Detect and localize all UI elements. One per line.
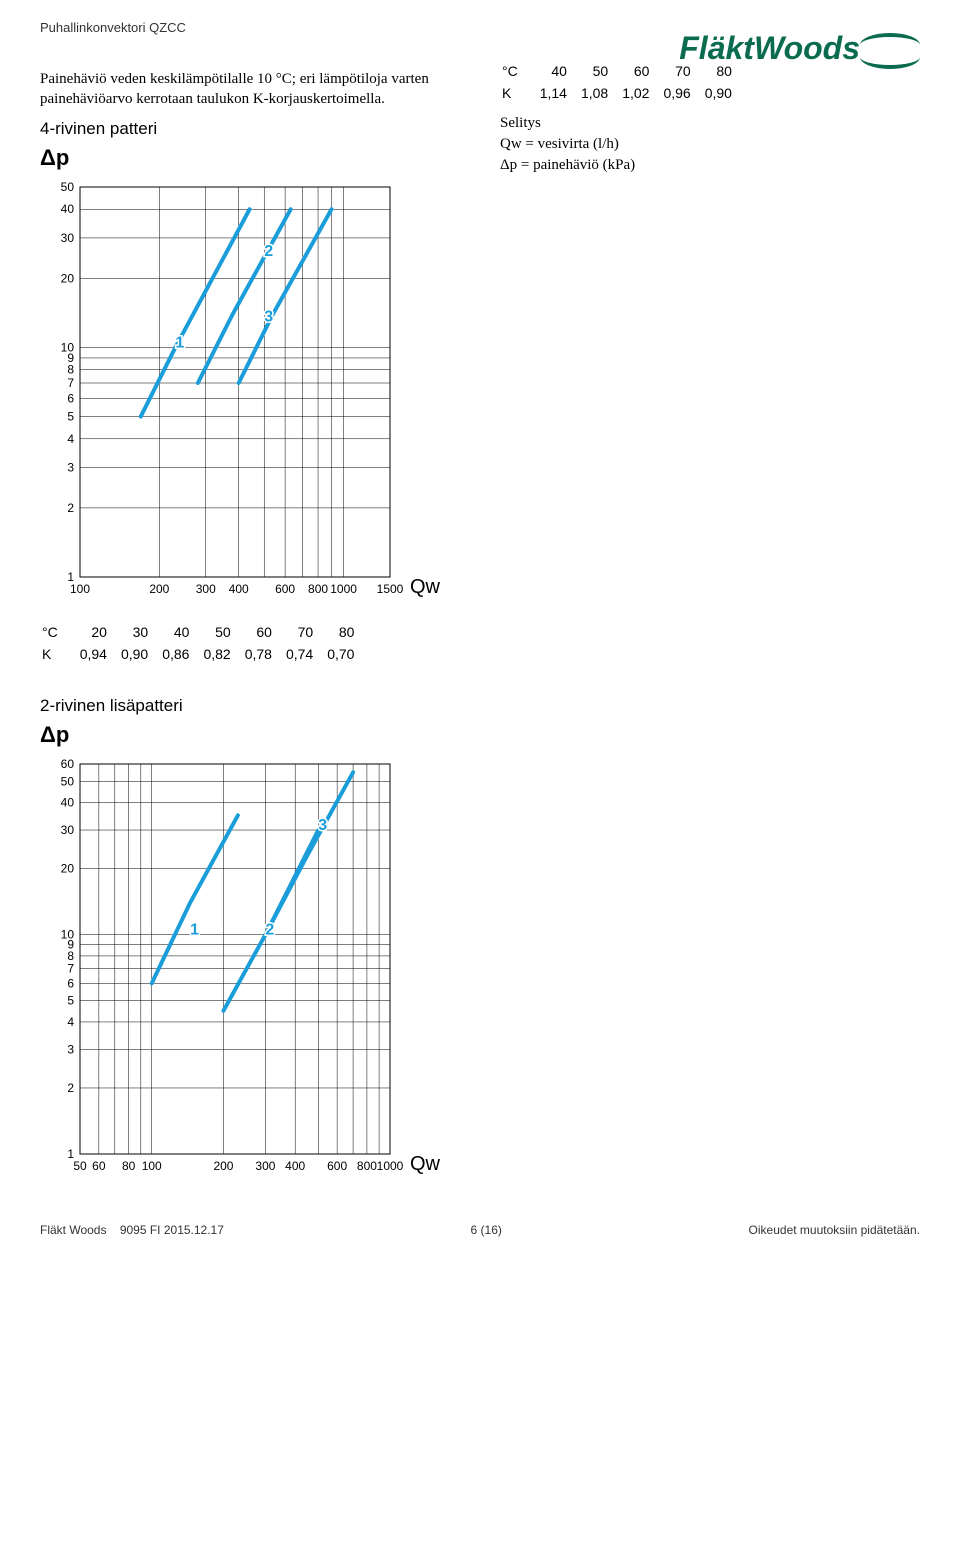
svg-text:600: 600 xyxy=(327,1159,347,1173)
svg-text:800: 800 xyxy=(308,582,328,596)
svg-text:2: 2 xyxy=(264,243,273,260)
selitys-dp: Δp = painehäviö (kPa) xyxy=(500,157,920,174)
svg-text:6: 6 xyxy=(67,976,74,990)
svg-text:30: 30 xyxy=(61,823,75,837)
svg-text:2: 2 xyxy=(67,501,74,515)
svg-text:1500: 1500 xyxy=(377,582,404,596)
svg-text:4: 4 xyxy=(67,1015,74,1029)
svg-text:1: 1 xyxy=(175,334,184,351)
logo-swoosh-icon xyxy=(860,31,920,71)
svg-text:1000: 1000 xyxy=(330,582,357,596)
svg-text:6: 6 xyxy=(67,391,74,405)
selitys-title: Selitys xyxy=(500,115,920,132)
svg-text:4: 4 xyxy=(67,432,74,446)
intro-text: Painehäviö veden keskilämpötilalle 10 °C… xyxy=(40,70,460,109)
svg-text:400: 400 xyxy=(229,582,249,596)
svg-text:1: 1 xyxy=(67,570,74,584)
svg-text:3: 3 xyxy=(67,1042,74,1056)
svg-text:3: 3 xyxy=(264,308,273,325)
svg-text:60: 60 xyxy=(92,1159,106,1173)
svg-text:50: 50 xyxy=(73,1159,87,1173)
chart-2row: 5060801002003004006008001000123456789102… xyxy=(40,754,460,1187)
svg-text:100: 100 xyxy=(142,1159,162,1173)
svg-text:2: 2 xyxy=(67,1081,74,1095)
svg-text:2: 2 xyxy=(265,922,274,939)
svg-text:Qw: Qw xyxy=(410,576,441,598)
svg-text:40: 40 xyxy=(61,202,75,216)
svg-text:50: 50 xyxy=(61,774,75,788)
svg-text:5: 5 xyxy=(67,410,74,424)
svg-text:200: 200 xyxy=(149,582,169,596)
svg-text:10: 10 xyxy=(61,928,75,942)
svg-text:80: 80 xyxy=(122,1159,136,1173)
svg-text:1000: 1000 xyxy=(377,1159,404,1173)
svg-text:20: 20 xyxy=(61,862,75,876)
k-table-mid: °C20304050607080K0,940,900,860,820,780,7… xyxy=(40,620,368,666)
svg-text:400: 400 xyxy=(285,1159,305,1173)
svg-text:30: 30 xyxy=(61,231,75,245)
svg-text:1: 1 xyxy=(67,1147,74,1161)
dp-label-1: Δp xyxy=(40,145,460,171)
svg-text:20: 20 xyxy=(61,271,75,285)
logo-text: FläktWoods xyxy=(679,30,860,66)
chart-4row: 1002003004006008001000150012345678910203… xyxy=(40,177,460,610)
svg-text:300: 300 xyxy=(196,582,216,596)
page-footer: Fläkt Woods 9095 FI 2015.12.17 6 (16) Oi… xyxy=(40,1223,920,1237)
svg-text:7: 7 xyxy=(67,962,74,976)
svg-text:7: 7 xyxy=(67,376,74,390)
svg-text:5: 5 xyxy=(67,994,74,1008)
footer-right: Oikeudet muutoksiin pidätetään. xyxy=(749,1223,920,1237)
dp-label-2: Δp xyxy=(40,722,460,748)
svg-text:40: 40 xyxy=(61,796,75,810)
svg-text:600: 600 xyxy=(275,582,295,596)
svg-text:100: 100 xyxy=(70,582,90,596)
svg-text:10: 10 xyxy=(61,340,75,354)
footer-left: Fläkt Woods xyxy=(40,1223,106,1237)
selitys-qw: Qw = vesivirta (l/h) xyxy=(500,136,920,153)
svg-text:50: 50 xyxy=(61,180,75,194)
svg-text:Qw: Qw xyxy=(410,1153,441,1175)
svg-text:300: 300 xyxy=(255,1159,275,1173)
section1-title: 4-rivinen patteri xyxy=(40,119,460,139)
svg-text:3: 3 xyxy=(67,460,74,474)
svg-text:3: 3 xyxy=(318,817,327,834)
footer-center: 6 (16) xyxy=(471,1223,502,1237)
brand-logo: FläktWoods xyxy=(679,30,920,71)
svg-text:200: 200 xyxy=(213,1159,233,1173)
section2-title: 2-rivinen lisäpatteri xyxy=(40,696,460,716)
svg-text:60: 60 xyxy=(61,757,75,771)
svg-text:800: 800 xyxy=(357,1159,377,1173)
footer-mid: 9095 FI 2015.12.17 xyxy=(120,1223,224,1237)
svg-text:1: 1 xyxy=(190,922,199,939)
